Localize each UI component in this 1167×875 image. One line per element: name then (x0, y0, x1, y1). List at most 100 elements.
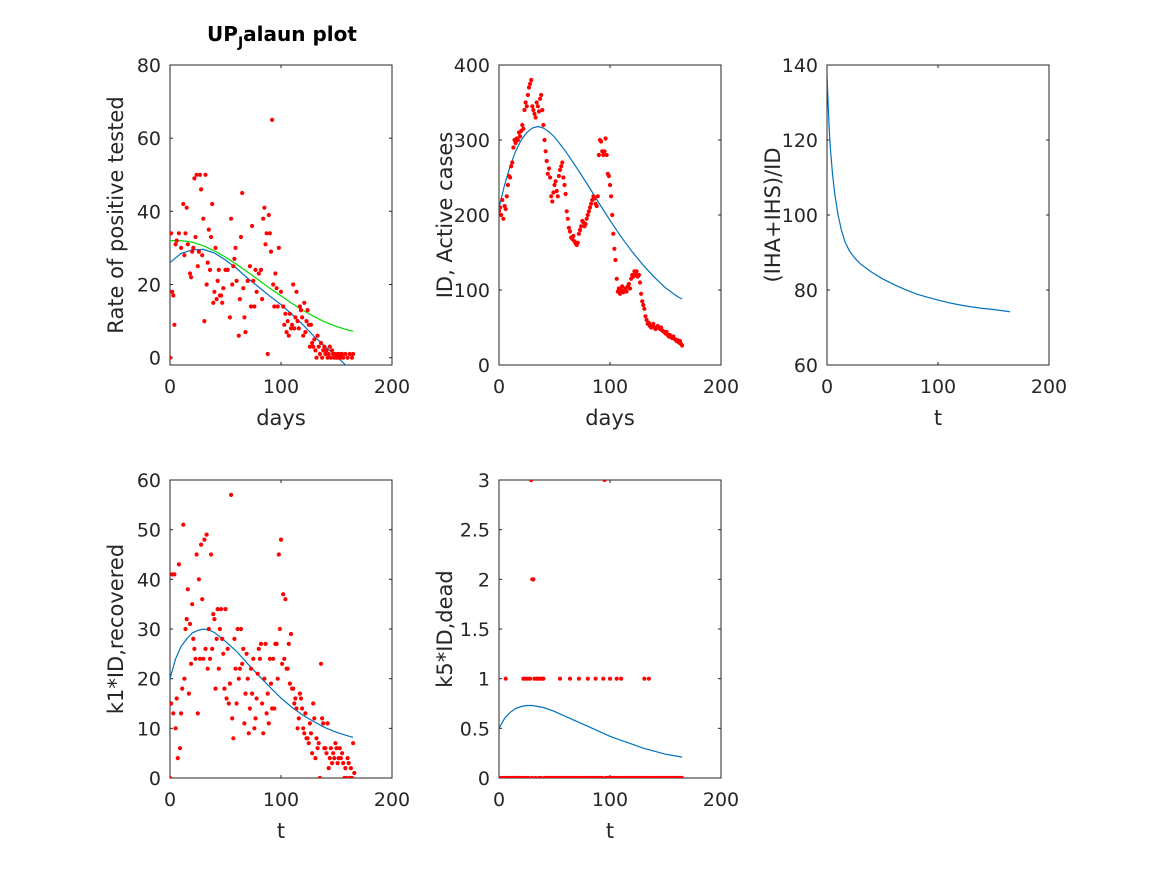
data-point (577, 227, 583, 233)
data-point (530, 775, 535, 778)
data-point (499, 212, 504, 218)
x-tick-label: 100 (920, 376, 956, 398)
y-tick-label: 80 (794, 280, 818, 302)
data-point (253, 267, 258, 272)
data-point (288, 631, 294, 637)
data-point (262, 205, 267, 210)
data-point (344, 775, 349, 778)
series-line (499, 125, 683, 300)
data-point (296, 326, 301, 331)
data-point (196, 577, 201, 582)
data-point (241, 646, 246, 652)
data-point (235, 626, 240, 632)
data-point (326, 351, 331, 357)
data-point (549, 194, 554, 199)
data-point (201, 216, 206, 221)
y-tick-label: 1.5 (460, 619, 490, 641)
data-point (193, 656, 198, 661)
x-tick-label: 100 (592, 376, 628, 398)
data-point (318, 661, 324, 666)
data-point (334, 746, 339, 751)
data-layer (499, 77, 685, 348)
data-point (523, 100, 528, 105)
data-point (614, 676, 619, 681)
data-point (226, 701, 231, 706)
data-point (304, 319, 309, 324)
data-point (327, 344, 332, 349)
data-point (173, 726, 178, 731)
data-point (640, 299, 645, 304)
x-tick-label: 100 (592, 789, 628, 811)
data-point (316, 344, 321, 349)
plot-area (826, 64, 1050, 366)
data-point (229, 216, 234, 221)
data-point (644, 317, 649, 323)
data-point (189, 661, 194, 666)
data-point (246, 731, 251, 736)
data-point (556, 173, 562, 179)
data-layer (170, 117, 356, 365)
data-point (251, 656, 256, 661)
data-point (307, 344, 312, 349)
data-point (185, 242, 190, 247)
data-point (256, 271, 261, 276)
data-point (191, 636, 196, 642)
data-point (182, 253, 187, 258)
y-tick-label: 40 (137, 201, 161, 223)
data-point (607, 676, 613, 681)
data-layer (170, 492, 357, 778)
y-tick-label: 0 (149, 348, 161, 370)
y-tick-label: 2.5 (460, 520, 490, 542)
data-point (210, 646, 215, 652)
data-point (248, 304, 254, 309)
x-axis-label: t (934, 406, 942, 430)
data-point (174, 238, 179, 243)
data-point (594, 203, 599, 209)
data-point (557, 676, 563, 681)
data-point (211, 612, 216, 617)
data-point (292, 326, 297, 331)
data-point (281, 304, 286, 309)
data-point (642, 306, 647, 311)
data-point (345, 756, 350, 761)
data-point (298, 308, 304, 313)
data-point (206, 626, 211, 632)
data-point (276, 245, 281, 250)
data-point (535, 104, 541, 109)
x-tick-label: 200 (374, 376, 410, 398)
data-layer (827, 72, 1011, 313)
data-point (181, 201, 186, 207)
data-point (187, 271, 193, 276)
data-point (219, 293, 224, 298)
data-point (327, 756, 332, 761)
data-point (227, 315, 232, 320)
data-point (302, 300, 307, 305)
data-point (499, 205, 503, 210)
data-point (282, 656, 287, 661)
data-point (193, 234, 198, 240)
data-point (513, 140, 518, 146)
data-point (318, 340, 324, 346)
data-point (503, 206, 508, 212)
data-point (209, 234, 214, 240)
data-point (176, 231, 181, 236)
data-point (174, 696, 179, 701)
data-point (256, 646, 261, 652)
data-point (529, 77, 534, 83)
data-point (274, 641, 279, 647)
data-point (295, 726, 300, 731)
data-point (584, 216, 589, 221)
data-point (349, 775, 355, 778)
data-point (195, 711, 200, 716)
data-point (212, 617, 217, 622)
data-point (500, 197, 505, 203)
data-point (277, 626, 282, 632)
data-point (243, 330, 248, 335)
data-point (197, 172, 203, 177)
data-point (171, 711, 176, 716)
data-point (173, 242, 178, 247)
data-point (543, 149, 548, 154)
data-point (576, 676, 582, 681)
data-point (285, 666, 290, 671)
data-point (308, 731, 314, 736)
